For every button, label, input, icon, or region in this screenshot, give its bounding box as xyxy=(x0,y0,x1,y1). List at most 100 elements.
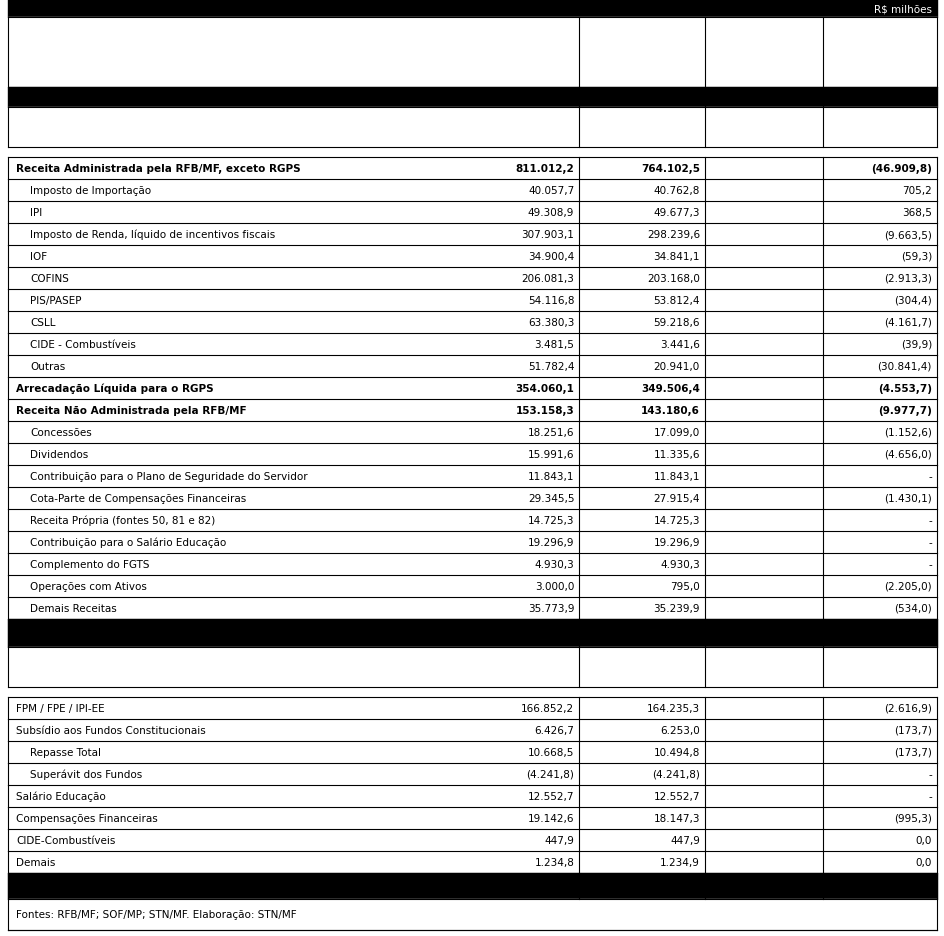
Text: Arrecadação Líquida para o RGPS: Arrecadação Líquida para o RGPS xyxy=(16,384,213,394)
Text: 19.142,6: 19.142,6 xyxy=(528,813,574,823)
Text: Fontes: RFB/MF; SOF/MP; STN/MF. Elaboração: STN/MF: Fontes: RFB/MF; SOF/MP; STN/MF. Elaboraç… xyxy=(16,910,296,919)
Text: 764.102,5: 764.102,5 xyxy=(640,164,700,174)
Text: (4.161,7): (4.161,7) xyxy=(884,317,931,328)
Text: (2.913,3): (2.913,3) xyxy=(884,273,931,284)
Text: (1.430,1): (1.430,1) xyxy=(884,493,931,504)
Text: 34.841,1: 34.841,1 xyxy=(653,252,700,262)
Text: 705,2: 705,2 xyxy=(902,186,931,196)
Text: (173,7): (173,7) xyxy=(893,725,931,735)
Bar xyxy=(8,108,936,148)
Text: (4.656,0): (4.656,0) xyxy=(884,449,931,460)
Text: 35.239,9: 35.239,9 xyxy=(653,604,700,613)
Text: (534,0): (534,0) xyxy=(893,604,931,613)
Text: 59.218,6: 59.218,6 xyxy=(653,317,700,328)
Text: CSLL: CSLL xyxy=(30,317,56,328)
Text: 29.345,5: 29.345,5 xyxy=(528,493,574,504)
Text: (2.616,9): (2.616,9) xyxy=(884,703,931,713)
Bar xyxy=(8,620,936,648)
Text: 27.915,4: 27.915,4 xyxy=(653,493,700,504)
Text: Demais Receitas: Demais Receitas xyxy=(30,604,117,613)
Text: 4.930,3: 4.930,3 xyxy=(534,560,574,569)
Text: 53.812,4: 53.812,4 xyxy=(653,296,700,306)
Text: (1.152,6): (1.152,6) xyxy=(884,428,931,437)
Text: 11.843,1: 11.843,1 xyxy=(528,472,574,481)
Text: 6.253,0: 6.253,0 xyxy=(660,725,700,735)
Text: Complemento do FGTS: Complemento do FGTS xyxy=(30,560,149,569)
Text: (4.241,8): (4.241,8) xyxy=(526,769,574,779)
Text: -: - xyxy=(927,472,931,481)
Text: Demais: Demais xyxy=(16,857,56,867)
Text: IPI: IPI xyxy=(30,208,42,218)
Text: Cota-Parte de Compensações Financeiras: Cota-Parte de Compensações Financeiras xyxy=(30,493,246,504)
Text: -: - xyxy=(927,537,931,548)
Text: (995,3): (995,3) xyxy=(893,813,931,823)
Text: (39,9): (39,9) xyxy=(900,340,931,350)
Text: -: - xyxy=(927,791,931,801)
Text: 11.843,1: 11.843,1 xyxy=(653,472,700,481)
Text: 12.552,7: 12.552,7 xyxy=(528,791,574,801)
Text: -: - xyxy=(927,769,931,779)
Bar xyxy=(8,873,936,899)
Text: CIDE-Combustíveis: CIDE-Combustíveis xyxy=(16,835,115,845)
Text: 447,9: 447,9 xyxy=(544,835,574,845)
Text: 3.441,6: 3.441,6 xyxy=(660,340,700,350)
Text: 10.494,8: 10.494,8 xyxy=(653,747,700,757)
Text: -: - xyxy=(927,560,931,569)
Text: 206.081,3: 206.081,3 xyxy=(521,273,574,284)
Text: Salário Educação: Salário Educação xyxy=(16,791,106,801)
Text: R$ milhões: R$ milhões xyxy=(873,4,931,14)
Text: 19.296,9: 19.296,9 xyxy=(528,537,574,548)
Text: 6.426,7: 6.426,7 xyxy=(534,725,574,735)
Text: 3.481,5: 3.481,5 xyxy=(534,340,574,350)
Text: 153.158,3: 153.158,3 xyxy=(515,405,574,416)
Text: 34.900,4: 34.900,4 xyxy=(528,252,574,262)
Text: 307.903,1: 307.903,1 xyxy=(521,229,574,240)
Text: 18.147,3: 18.147,3 xyxy=(653,813,700,823)
Text: 49.308,9: 49.308,9 xyxy=(528,208,574,218)
Text: 811.012,2: 811.012,2 xyxy=(515,164,574,174)
Text: (4.241,8): (4.241,8) xyxy=(651,769,700,779)
Text: 40.057,7: 40.057,7 xyxy=(528,186,574,196)
Text: 19.296,9: 19.296,9 xyxy=(653,537,700,548)
Text: 0,0: 0,0 xyxy=(915,857,931,867)
Bar xyxy=(8,648,936,687)
Text: Superávit dos Fundos: Superávit dos Fundos xyxy=(30,769,143,780)
Bar xyxy=(8,0,936,18)
Text: IOF: IOF xyxy=(30,252,47,262)
Text: 20.941,0: 20.941,0 xyxy=(653,361,700,372)
Text: 349.506,4: 349.506,4 xyxy=(640,384,700,393)
Text: Compensações Financeiras: Compensações Financeiras xyxy=(16,813,158,823)
Text: Outras: Outras xyxy=(30,361,65,372)
Text: Receita Administrada pela RFB/MF, exceto RGPS: Receita Administrada pela RFB/MF, exceto… xyxy=(16,164,300,174)
Text: (46.909,8): (46.909,8) xyxy=(870,164,931,174)
Text: Receita Própria (fontes 50, 81 e 82): Receita Própria (fontes 50, 81 e 82) xyxy=(30,515,215,526)
Text: 51.782,4: 51.782,4 xyxy=(528,361,574,372)
Text: 15.991,6: 15.991,6 xyxy=(528,449,574,460)
Text: Receita Não Administrada pela RFB/MF: Receita Não Administrada pela RFB/MF xyxy=(16,405,246,416)
Text: 166.852,2: 166.852,2 xyxy=(520,703,574,713)
Text: Imposto de Renda, líquido de incentivos fiscais: Imposto de Renda, líquido de incentivos … xyxy=(30,229,275,240)
Text: 14.725,3: 14.725,3 xyxy=(653,516,700,525)
Text: CIDE - Combustíveis: CIDE - Combustíveis xyxy=(30,340,136,350)
Text: FPM / FPE / IPI-EE: FPM / FPE / IPI-EE xyxy=(16,703,105,713)
Text: 447,9: 447,9 xyxy=(669,835,700,845)
Text: 1.234,8: 1.234,8 xyxy=(534,857,574,867)
Text: Contribuição para o Plano de Seguridade do Servidor: Contribuição para o Plano de Seguridade … xyxy=(30,472,308,481)
Text: (304,4): (304,4) xyxy=(893,296,931,306)
Text: 164.235,3: 164.235,3 xyxy=(646,703,700,713)
Text: Subsídio aos Fundos Constitucionais: Subsídio aos Fundos Constitucionais xyxy=(16,725,206,735)
Text: 17.099,0: 17.099,0 xyxy=(653,428,700,437)
Bar xyxy=(8,18,936,88)
Text: (59,3): (59,3) xyxy=(900,252,931,262)
Text: 54.116,8: 54.116,8 xyxy=(528,296,574,306)
Text: (173,7): (173,7) xyxy=(893,747,931,757)
Bar xyxy=(8,88,936,108)
Text: 35.773,9: 35.773,9 xyxy=(528,604,574,613)
Text: (30.841,4): (30.841,4) xyxy=(877,361,931,372)
Text: 49.677,3: 49.677,3 xyxy=(653,208,700,218)
Text: 10.668,5: 10.668,5 xyxy=(528,747,574,757)
Text: 795,0: 795,0 xyxy=(669,581,700,592)
Text: 143.180,6: 143.180,6 xyxy=(640,405,700,416)
Text: 368,5: 368,5 xyxy=(902,208,931,218)
Text: 3.000,0: 3.000,0 xyxy=(534,581,574,592)
